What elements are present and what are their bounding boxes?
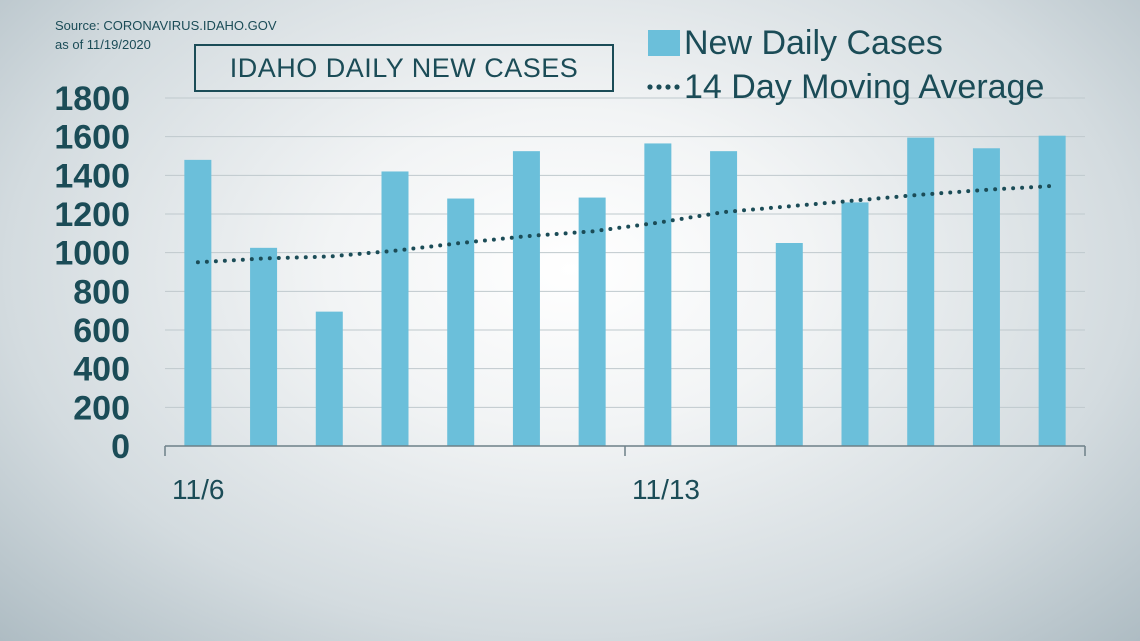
x-tick-label: 11/13 — [632, 474, 700, 505]
bar — [315, 311, 343, 446]
y-tick-label: 1000 — [54, 235, 130, 273]
legend-label-bars: New Daily Cases — [684, 24, 943, 62]
bar — [841, 202, 869, 446]
bars — [184, 135, 1066, 446]
legend-swatch-avg — [647, 84, 680, 90]
y-tick-label: 600 — [73, 312, 130, 350]
source-date: as of 11/19/2020 — [55, 37, 151, 52]
x-tick-label: 11/6 — [172, 474, 224, 505]
bar — [907, 137, 935, 446]
y-tick-label: 1400 — [54, 157, 130, 195]
y-tick-label: 1800 — [54, 80, 130, 118]
legend-dot — [674, 84, 680, 90]
moving-average-line — [195, 184, 1055, 265]
bar — [184, 159, 212, 446]
bar — [644, 143, 672, 446]
axes: 11/6 11/13 — [164, 445, 1086, 505]
moving-average-path — [195, 184, 1055, 265]
bar — [381, 171, 409, 446]
bar — [710, 151, 738, 446]
legend-dot — [656, 84, 662, 90]
legend-swatch-bars — [648, 30, 680, 56]
bar — [972, 148, 1000, 446]
y-tick-label: 800 — [73, 273, 130, 311]
bar — [578, 197, 606, 446]
bar — [250, 247, 278, 446]
source-line: Source: CORONAVIRUS.IDAHO.GOV — [55, 18, 277, 33]
y-tick-label: 400 — [73, 351, 130, 389]
legend-dot — [647, 84, 653, 90]
bar — [512, 151, 540, 446]
bar — [775, 243, 803, 446]
bar — [1038, 135, 1066, 446]
legend-dot — [665, 84, 671, 90]
legend: New Daily Cases 14 Day Moving Average — [647, 24, 1044, 106]
legend-label-avg: 14 Day Moving Average — [684, 68, 1044, 106]
y-tick-label: 1200 — [54, 196, 130, 234]
y-tick-label: 0 — [111, 428, 130, 466]
y-tick-label: 1600 — [54, 119, 130, 157]
bar — [447, 198, 475, 446]
chart-title: IDAHO DAILY NEW CASES — [194, 44, 614, 92]
y-tick-label: 200 — [73, 389, 130, 427]
